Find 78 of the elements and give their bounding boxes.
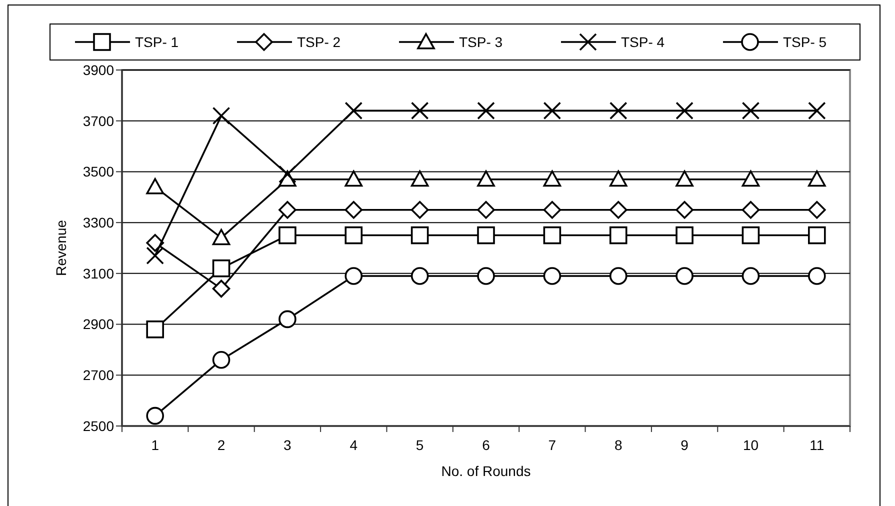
y-tick-label: 3900 (82, 62, 114, 78)
point (278, 200, 296, 219)
point (477, 200, 495, 219)
point (146, 320, 164, 338)
y-tick-label: 2500 (82, 418, 114, 434)
x-tick-label: 4 (350, 437, 358, 453)
x-tick-label: 1 (151, 437, 160, 453)
x-tick-label: 6 (482, 437, 490, 453)
y-tick-label: 3300 (82, 214, 114, 230)
point (344, 102, 363, 120)
point (609, 170, 628, 187)
y-axis-title: Revenue (53, 220, 69, 276)
legend-label: TSP- 3 (459, 34, 503, 50)
point (410, 102, 429, 120)
point (212, 259, 230, 278)
x-tick-label: 8 (614, 437, 622, 453)
point (344, 170, 363, 187)
point (410, 226, 429, 244)
point (477, 102, 495, 120)
point (212, 228, 230, 246)
point (676, 102, 694, 120)
point (477, 267, 495, 285)
y-tick-label: 2700 (82, 367, 114, 384)
point (344, 200, 363, 219)
point (742, 170, 760, 187)
point (212, 280, 230, 298)
legend-label: TSP- 4 (621, 34, 665, 50)
legend-label: TSP- 2 (297, 34, 341, 50)
x-tick-label: 9 (680, 437, 689, 453)
point (543, 170, 562, 187)
point (676, 200, 694, 219)
point (808, 267, 826, 285)
x-axis-title: No. of Rounds (441, 463, 531, 479)
point (410, 170, 429, 187)
x-tick-label: 7 (548, 437, 556, 453)
x-tick-label: 3 (284, 437, 292, 453)
point (676, 267, 694, 285)
point (742, 226, 760, 244)
point (477, 170, 495, 187)
point (609, 200, 628, 219)
x-tick-label: 5 (416, 437, 424, 453)
point (410, 200, 429, 219)
point (742, 102, 760, 120)
point (609, 226, 628, 244)
point (146, 246, 164, 265)
x-tick-label: 11 (810, 437, 824, 453)
point (543, 267, 562, 285)
point (742, 200, 760, 219)
point (212, 106, 230, 125)
y-tick-label: 2900 (82, 316, 114, 332)
point (808, 226, 826, 244)
point (742, 267, 760, 285)
x-tick-label: 2 (217, 437, 226, 453)
point (676, 226, 694, 244)
legend-label: TSP- 1 (135, 34, 179, 50)
point (676, 170, 694, 187)
point (410, 267, 429, 285)
point (344, 226, 363, 244)
point (278, 165, 296, 184)
point (808, 170, 826, 187)
point (543, 102, 562, 120)
y-tick-label: 3100 (82, 265, 114, 282)
y-tick-label: 3500 (82, 164, 114, 180)
point (808, 102, 826, 120)
point (146, 178, 164, 194)
point (609, 267, 628, 285)
point (212, 350, 230, 369)
point (344, 267, 363, 285)
point (543, 200, 562, 219)
point (278, 226, 296, 244)
point (609, 102, 628, 120)
x-tick-label: 10 (742, 437, 759, 453)
point (146, 406, 164, 425)
point (278, 310, 296, 328)
legend-label: TSP- 5 (783, 34, 827, 50)
point (543, 226, 562, 244)
y-tick-label: 3700 (82, 112, 114, 129)
point (477, 226, 495, 244)
